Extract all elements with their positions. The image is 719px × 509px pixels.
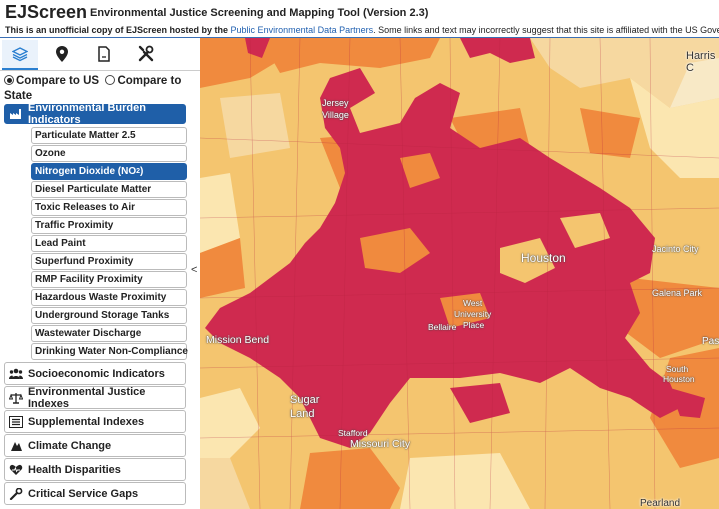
category-health-label: Health Disparities	[28, 463, 121, 476]
partners-link[interactable]: Public Environmental Data Partners	[230, 25, 374, 35]
list-icon	[9, 415, 23, 428]
radio-selected-icon	[4, 75, 14, 85]
category-socioeconomic[interactable]: Socioeconomic Indicators	[4, 362, 186, 385]
heart-pulse-icon	[9, 464, 23, 476]
category-ej-indexes[interactable]: Environmental Justice Indexes	[4, 385, 186, 410]
indicator-wastewater[interactable]: Wastewater Discharge	[31, 325, 187, 342]
map-label-houston: Houston	[521, 251, 566, 265]
category-health[interactable]: Health Disparities	[4, 458, 186, 481]
compare-us-radio[interactable]: Compare to US	[4, 75, 99, 87]
radio-empty-icon	[105, 75, 116, 85]
category-supplemental[interactable]: Supplemental Indexes	[4, 410, 186, 433]
map-canvas[interactable]: Harris C Jersey Village Houston Jacinto …	[200, 38, 719, 509]
notice-suffix: . Some links and text may incorrectly su…	[373, 25, 719, 35]
indicator-superfund[interactable]: Superfund Proximity	[31, 253, 187, 270]
unofficial-notice: This is an unofficial copy of EJScreen h…	[5, 25, 719, 35]
indicator-storage-tanks[interactable]: Underground Storage Tanks	[31, 307, 187, 324]
tools-tab[interactable]	[128, 40, 164, 68]
map-label-missouri-city: Missouri City	[350, 438, 411, 450]
category-critical-label: Critical Service Gaps	[28, 487, 139, 500]
map-label-village: Village	[322, 110, 349, 120]
indicator-pm25[interactable]: Particulate Matter 2.5	[31, 127, 187, 144]
indicator-rmp[interactable]: RMP Facility Proximity	[31, 271, 187, 288]
indicator-no2-label: Nitrogen Dioxide (NO	[35, 166, 137, 177]
no2-choropleth	[200, 38, 719, 509]
compare-state-radio[interactable]: Compare to State	[4, 75, 181, 102]
scale-icon	[9, 392, 23, 404]
indicator-ozone[interactable]: Ozone	[31, 145, 187, 162]
people-icon	[9, 368, 23, 380]
map-label-jacinto: Jacinto City	[652, 244, 699, 254]
map-label-south-houston: Houston	[663, 374, 695, 384]
layers-tab[interactable]	[2, 40, 38, 70]
panel-toolbar	[0, 38, 200, 71]
indicator-toxic-releases[interactable]: Toxic Releases to Air	[31, 199, 187, 216]
map-label-pearland: Pearland	[640, 498, 681, 509]
climate-icon	[9, 440, 23, 452]
factory-icon	[9, 108, 23, 120]
document-icon	[98, 46, 110, 62]
app-header: EJScreen Environmental Justice Screening…	[0, 0, 719, 38]
category-socioeconomic-label: Socioeconomic Indicators	[28, 367, 165, 380]
map-label-university: University	[454, 309, 492, 319]
indicator-lead-paint[interactable]: Lead Paint	[31, 235, 187, 252]
header-divider	[0, 37, 719, 38]
map-label-harris: Harris C	[686, 50, 716, 74]
app-subtitle: Environmental Justice Screening and Mapp…	[90, 7, 429, 19]
reports-tab[interactable]	[86, 40, 122, 68]
compare-options: Compare to US Compare to State	[4, 74, 200, 104]
map-label-place: Place	[463, 320, 485, 330]
wrench-icon	[9, 487, 23, 500]
category-environmental-label: Environmental Burden Indicators	[28, 102, 146, 126]
category-supplemental-label: Supplemental Indexes	[28, 415, 145, 428]
map-label-west: West	[463, 298, 483, 308]
indicator-hazardous-waste[interactable]: Hazardous Waste Proximity	[31, 289, 187, 306]
map-label-mission-bend: Mission Bend	[206, 334, 270, 346]
notice-prefix: This is an unofficial copy of EJScreen h…	[5, 25, 231, 35]
category-critical[interactable]: Critical Service Gaps	[4, 482, 186, 505]
map-label-jersey: Jersey	[322, 98, 349, 108]
tools-icon	[138, 45, 154, 62]
compare-us-label: Compare to US	[16, 75, 100, 87]
no2-close: )	[140, 166, 144, 177]
map-label-stafford: Stafford	[338, 428, 368, 438]
category-environmental[interactable]: Environmental Burden Indicators	[4, 102, 186, 126]
location-tab[interactable]	[44, 40, 80, 68]
category-ej-indexes-label: Environmental Justice Indexes	[28, 385, 146, 410]
map-label-land: Land	[290, 408, 315, 420]
no2-subscript: 2	[136, 168, 141, 175]
map-label-south: South	[666, 364, 689, 374]
indicator-traffic[interactable]: Traffic Proximity	[31, 217, 187, 234]
collapse-panel-button[interactable]: <	[191, 264, 198, 276]
indicator-no2[interactable]: Nitrogen Dioxide (NO 2)	[31, 163, 187, 180]
indicator-diesel[interactable]: Diesel Particulate Matter	[31, 181, 187, 198]
indicator-drinking-water[interactable]: Drinking Water Non-Compliance	[31, 343, 188, 360]
map-label-galena: Galena Park	[652, 288, 703, 298]
map-label-sugar: Sugar	[290, 394, 320, 406]
compare-state-label: Compare to State	[4, 75, 182, 102]
side-panel: Compare to US Compare to State Environme…	[0, 38, 200, 509]
map-label-bellaire: Bellaire	[428, 322, 457, 332]
app-title: EJScreen	[5, 2, 88, 22]
map-label-pasadena: Pas	[702, 336, 719, 347]
map-pin-icon	[56, 46, 68, 62]
layers-icon	[12, 47, 28, 62]
category-climate-label: Climate Change	[28, 439, 112, 452]
category-climate[interactable]: Climate Change	[4, 434, 186, 457]
